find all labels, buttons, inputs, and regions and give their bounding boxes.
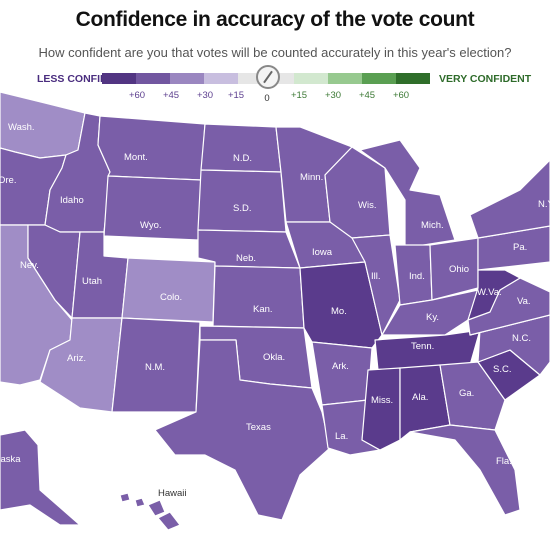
legend-swatch-green-15 [294, 73, 328, 84]
state-label: Va. [517, 296, 531, 307]
state-hawaii [119, 492, 181, 531]
state-label: Colo. [160, 292, 182, 303]
state-label: N.C. [512, 333, 531, 344]
state-label: Ill. [371, 271, 381, 282]
state-label: S.C. [493, 364, 511, 375]
state-label: Idaho [60, 195, 84, 206]
state-label: N.D. [233, 153, 252, 164]
state-label: Pa. [513, 242, 527, 253]
state-ark [311, 341, 373, 406]
state-texas [154, 339, 331, 521]
map-title: Confidence in accuracy of the vote count [75, 8, 475, 31]
state-label: La. [335, 431, 348, 442]
legend-tick: +15 [290, 90, 308, 101]
state-label: Mo. [331, 306, 347, 317]
state-label: Tenn. [411, 341, 434, 352]
legend-swatch-purple-30 [170, 73, 204, 84]
state-miss [361, 367, 401, 451]
state-label: Ark. [332, 361, 349, 372]
state-label: Ala. [412, 392, 428, 403]
state-utah [71, 231, 129, 319]
state-label: Wash. [8, 122, 35, 133]
legend-swatch-purple-15 [204, 73, 238, 84]
legend-swatch-green-45 [362, 73, 396, 84]
state-label: Ariz. [67, 353, 86, 364]
state-label: Fla. [496, 456, 512, 467]
state-nd [200, 123, 282, 173]
legend-swatch-green-60 [396, 73, 430, 84]
state-alaska [0, 429, 81, 526]
gauge-icon [256, 65, 280, 89]
state-label: N.Y. [538, 199, 550, 210]
legend-tick: +30 [196, 90, 214, 101]
state-label: Iowa [312, 247, 333, 258]
state-label: Okla. [263, 352, 285, 363]
legend-swatch-green-30 [328, 73, 362, 84]
legend-swatch-purple-60 [102, 73, 136, 84]
state-label: N.M. [145, 362, 165, 373]
state-label: Neb. [236, 253, 256, 264]
state-label: Nev. [20, 260, 39, 271]
state-label: Wyo. [140, 220, 162, 231]
state-label: Utah [82, 276, 102, 287]
state-label: Ga. [459, 388, 474, 399]
state-label: Mich. [421, 220, 444, 231]
legend-swatch-purple-45 [136, 73, 170, 84]
legend-tick: 0 [264, 93, 270, 104]
state-ill [351, 234, 401, 336]
state-kan [212, 265, 305, 329]
state-label: Ky. [426, 312, 439, 323]
state-tenn [374, 329, 481, 371]
state-colo [121, 257, 216, 323]
state-mont [97, 115, 206, 181]
state-label: W.Va. [477, 287, 502, 298]
state-label: Ohio [449, 264, 469, 275]
map-subtitle: How confident are you that votes will be… [38, 45, 512, 60]
state-label: Ind. [409, 271, 425, 282]
state-label: Kan. [253, 304, 273, 315]
state-mich [359, 139, 456, 249]
state-label: Ore. [0, 175, 16, 186]
legend-tick: +60 [128, 90, 146, 101]
state-ny [469, 159, 550, 239]
state-label: Hawaii [158, 488, 187, 499]
state-label: Miss. [371, 395, 393, 406]
state-sd [197, 169, 287, 233]
legend-more-label: VERY CONFIDENT [439, 73, 532, 85]
state-fla [409, 424, 521, 516]
state-label: Mont. [124, 152, 148, 163]
state-ga [439, 361, 506, 431]
state-label: Texas [246, 422, 271, 433]
state-label: S.D. [233, 203, 251, 214]
legend-tick: +15 [227, 90, 245, 101]
state-label: Wis. [358, 200, 376, 211]
legend-tick: +30 [324, 90, 342, 101]
state-label: Minn. [300, 172, 323, 183]
legend-tick: +45 [358, 90, 376, 101]
state-label: Alaska [0, 454, 21, 465]
legend-tick: +45 [162, 90, 180, 101]
legend-tick: +60 [392, 90, 410, 101]
